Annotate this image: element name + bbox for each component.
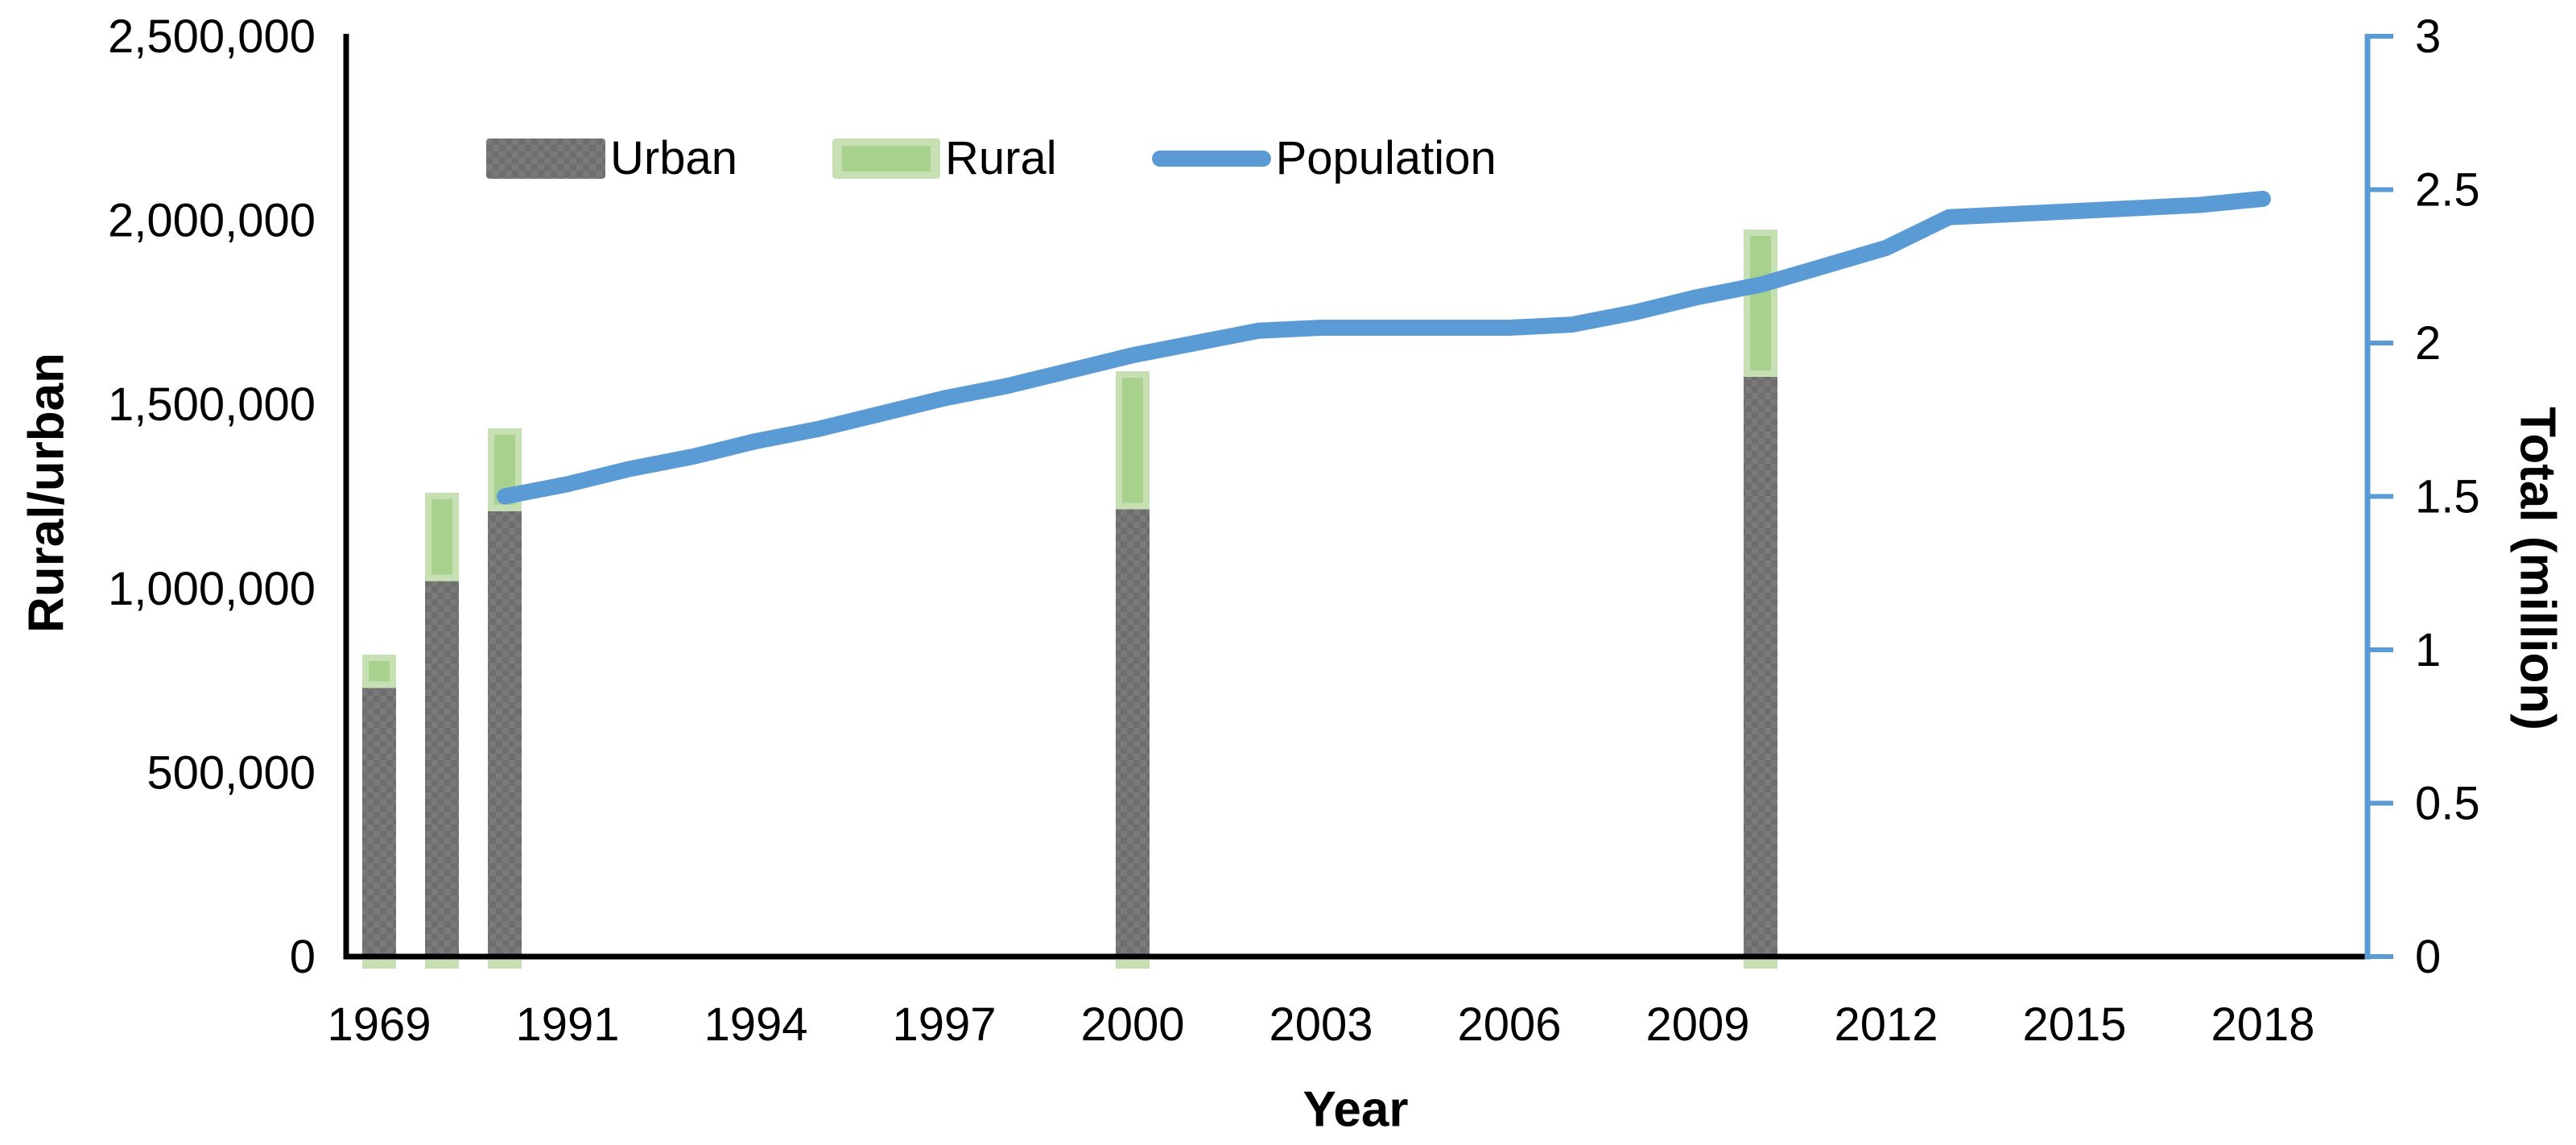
y-right-tick-label: 1 [2415,624,2441,676]
bar-base-sliver-1969 [362,960,396,969]
tick-labels-layer: 0 500,000 1,000,000 1,500,000 2,000,000 2,500… [108,10,2480,1051]
bar-urban-1979 [425,581,459,957]
population-line [497,190,2271,505]
legend: Urban Rural Population [486,135,1591,182]
bar-rural-fill-2010 [1750,236,1771,370]
x-tick-label: 2003 [1269,998,1373,1051]
x-tick-label: 2015 [2022,998,2126,1051]
bar-base-sliver-2000 [1116,960,1150,969]
bar-rural-fill-1979 [431,498,452,575]
legend-label-rural: Rural [944,132,1057,184]
population-line-layer [497,190,2271,505]
bar-base-sliver-1989 [488,960,522,969]
legend-label-urban: Urban [610,132,737,184]
axes-layer [343,34,2393,960]
x-tick-label: 2009 [1645,998,1749,1051]
y-right-tick-label: 0.5 [2415,778,2480,830]
y-right-tick-label: 1.5 [2415,471,2480,523]
x-tick-label: 2000 [1080,998,1184,1051]
population-line-swatch-icon [1151,151,1271,167]
y-left-tick-label: 500,000 [147,746,316,799]
y-left-tick-label: 2,500,000 [108,10,316,63]
legend-item-urban[interactable]: Urban [486,135,737,182]
x-tick-label: 1997 [892,998,996,1051]
x-tick-label: 1994 [704,998,807,1051]
x-axis-title: Year [1302,1081,1409,1138]
bar-urban-2000 [1116,509,1150,957]
x-tick-label: 1969 [327,998,431,1051]
y-left-tick-label: 1,000,000 [108,563,316,615]
x-tick-label: 2006 [1457,998,1561,1051]
rural-swatch-icon [832,138,940,179]
y-right-tick-label: 0 [2415,931,2441,983]
y-right-tick-label: 3 [2415,10,2441,63]
bar-urban-1989 [488,510,522,957]
urban-swatch-icon [486,138,605,179]
right-axis-title: Total (million) [2509,407,2566,730]
bar-rural-fill-2000 [1122,378,1143,503]
x-tick-label: 2012 [1834,998,1938,1051]
bar-base-sliver-1979 [425,960,459,969]
y-right-tick-label: 2.5 [2415,164,2480,217]
y-left-tick-label: 1,500,000 [108,378,316,431]
x-tick-label: 1991 [515,998,619,1051]
bars-layer [362,229,1777,969]
legend-item-rural[interactable]: Rural [832,135,1057,182]
bar-urban-1969 [362,688,396,957]
bar-urban-2010 [1744,376,1777,957]
bar-base-sliver-2010 [1744,960,1777,969]
bar-rural-fill-1969 [369,661,390,682]
y-left-tick-label: 2,000,000 [108,195,316,247]
legend-label-population: Population [1275,132,1496,184]
y-right-tick-label: 2 [2415,317,2441,370]
x-tick-label: 2018 [2211,998,2314,1051]
left-axis-title: Rural/urban [19,353,75,633]
y-left-tick-label: 0 [290,931,316,983]
legend-item-population[interactable]: Population [1151,132,1496,184]
